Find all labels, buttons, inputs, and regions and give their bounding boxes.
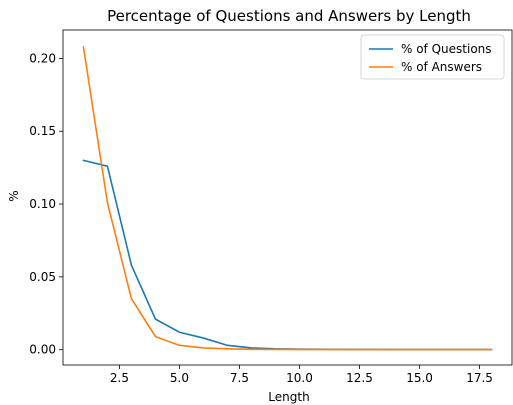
x-tick-label: 5.0 xyxy=(170,371,189,385)
plot-area: 2.5 5.0 7.5 10.0 12.5 15.0 17.5 0.00 0.05 0.10 0.1… xyxy=(29,29,513,385)
x-tick-label: 17.5 xyxy=(466,371,493,385)
y-tick-label: 0.00 xyxy=(29,343,56,357)
legend: % of Questions % of Answers xyxy=(360,34,505,80)
y-tick-label: 0.20 xyxy=(29,51,56,65)
legend-label: % of Answers xyxy=(401,60,482,74)
legend-label: % of Questions xyxy=(401,42,492,56)
series-line-questions xyxy=(82,159,493,351)
x-tick-label: 15.0 xyxy=(406,371,433,385)
y-tick-label: 0.05 xyxy=(29,270,56,284)
y-axis-label: % xyxy=(7,190,21,201)
x-tick-label: 7.5 xyxy=(230,371,249,385)
x-tick-label: 10.0 xyxy=(286,371,313,385)
axes-frame xyxy=(62,29,513,366)
x-tick-label: 12.5 xyxy=(346,371,373,385)
chart-title: Percentage of Questions and Answers by L… xyxy=(107,7,471,25)
series-line-answers xyxy=(82,45,493,351)
y-tick-label: 0.15 xyxy=(29,124,56,138)
x-axis-label: Length xyxy=(268,390,309,404)
legend-box xyxy=(360,34,505,80)
y-tick-label: 0.10 xyxy=(29,197,56,211)
x-tick-label: 2.5 xyxy=(110,371,129,385)
